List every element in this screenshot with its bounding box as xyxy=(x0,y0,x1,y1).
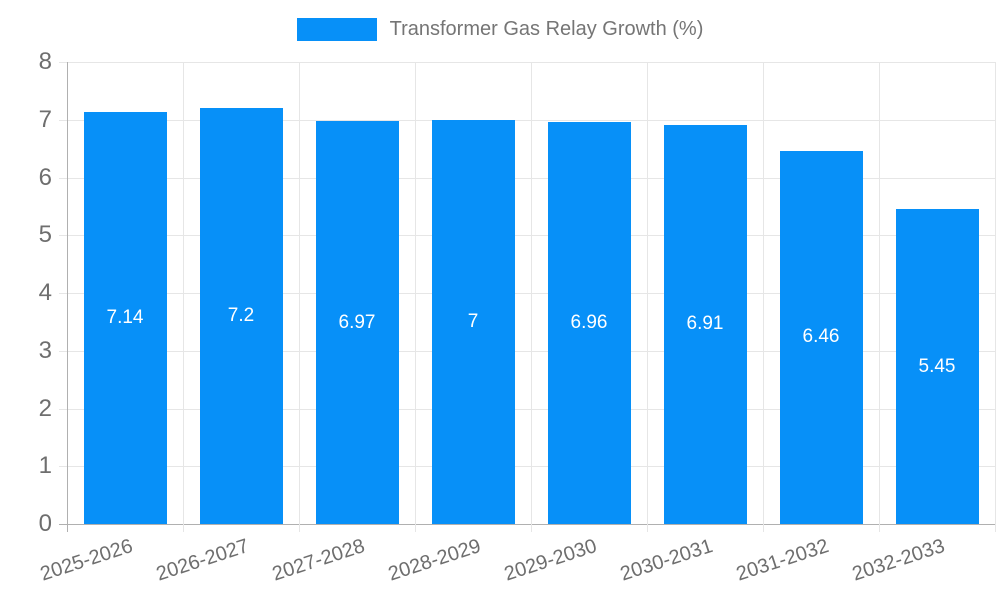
bar-value-label: 6.97 xyxy=(338,311,376,333)
gridline-h xyxy=(59,177,995,179)
bar-value-label: 7 xyxy=(467,310,479,332)
bar xyxy=(663,124,747,524)
bar xyxy=(895,209,979,524)
gridline-h xyxy=(59,466,995,468)
x-tick-label: 2029-2030 xyxy=(502,535,600,586)
legend: Transformer Gas Relay Growth (%) xyxy=(0,18,1000,41)
bar-value-label: 7.14 xyxy=(106,306,144,328)
x-tick-label: 2028-2029 xyxy=(386,535,484,586)
legend-swatch xyxy=(296,18,377,41)
x-axis-line xyxy=(59,524,995,525)
legend-label: Transformer Gas Relay Growth (%) xyxy=(389,18,704,40)
y-tick-label: 1 xyxy=(38,452,52,480)
gridline-v xyxy=(183,62,184,532)
bar xyxy=(199,108,283,524)
gridline-v xyxy=(299,62,300,532)
y-tick-label: 6 xyxy=(38,163,52,191)
bar-value-label: 6.91 xyxy=(686,313,724,335)
x-tick-label: 2027-2028 xyxy=(270,535,368,586)
y-tick-label: 7 xyxy=(38,105,52,133)
bar xyxy=(431,119,515,524)
gridline-h xyxy=(59,350,995,352)
gridline-h xyxy=(59,293,995,294)
y-tick-label: 0 xyxy=(38,510,52,537)
gridline-v xyxy=(995,62,996,532)
gridline-h xyxy=(59,119,995,121)
bar-value-label: 5.45 xyxy=(918,355,956,377)
bar-value-label: 6.46 xyxy=(802,326,840,348)
y-tick-label: 2 xyxy=(38,394,52,422)
bar xyxy=(547,122,631,524)
bar xyxy=(315,121,399,524)
x-tick-label: 2032-2033 xyxy=(850,535,948,586)
gridline-v xyxy=(531,62,532,532)
bar xyxy=(779,150,863,524)
x-tick-label: 2026-2027 xyxy=(154,535,252,586)
bar xyxy=(83,111,167,524)
y-tick-label: 5 xyxy=(38,221,52,249)
y-tick-label: 4 xyxy=(38,279,52,306)
bar-value-label: 6.96 xyxy=(570,312,608,334)
gridline-h xyxy=(59,62,995,63)
bar-value-label: 7.2 xyxy=(227,305,255,327)
gridline-v xyxy=(763,62,764,532)
gridline-v xyxy=(879,62,880,532)
y-tick-label: 8 xyxy=(38,48,52,75)
y-axis-line xyxy=(67,62,68,532)
x-tick-label: 2031-2032 xyxy=(734,535,832,586)
y-tick-label: 3 xyxy=(38,336,52,364)
x-tick-label: 2025-2026 xyxy=(38,535,136,586)
x-tick-label: 2030-2031 xyxy=(618,535,716,586)
gridline-v xyxy=(415,62,416,532)
gridline-h xyxy=(59,235,995,237)
gridline-v xyxy=(647,62,648,532)
gridline-h xyxy=(59,408,995,410)
